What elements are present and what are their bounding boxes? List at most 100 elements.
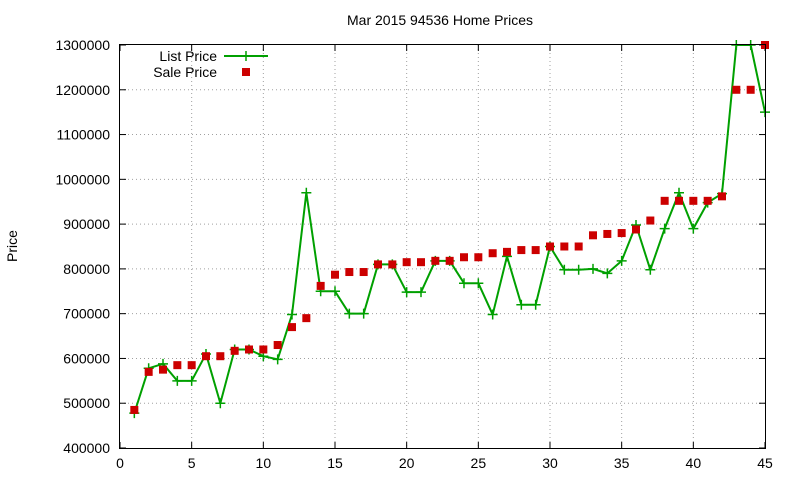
list-price-point xyxy=(516,299,527,310)
list-price-point xyxy=(358,308,369,319)
sale-price-point xyxy=(531,246,540,255)
list-price-point xyxy=(272,354,283,365)
x-tick-label: 40 xyxy=(686,455,702,471)
list-price-point xyxy=(473,278,484,289)
sale-price-point xyxy=(288,323,296,332)
list-price-point xyxy=(659,223,670,234)
list-price-point xyxy=(602,268,613,279)
sale-price-point xyxy=(388,260,397,269)
list-price-point xyxy=(330,286,340,297)
list-price-point xyxy=(172,375,183,386)
list-price-point xyxy=(401,287,412,298)
sale-price-point xyxy=(632,225,640,234)
sale-price-point xyxy=(718,192,726,201)
series-layer xyxy=(129,40,770,419)
sale-price-point xyxy=(173,361,182,370)
x-tick-label: 10 xyxy=(256,455,272,471)
y-tick-label: 700000 xyxy=(63,306,110,322)
list-price-point xyxy=(674,187,684,198)
x-tick-label: 0 xyxy=(116,455,124,471)
sale-price-point xyxy=(202,352,210,361)
sale-price-point xyxy=(302,314,311,323)
sale-price-point xyxy=(460,253,468,262)
list-price-point xyxy=(588,263,598,274)
y-axis-label: Price xyxy=(4,230,20,262)
list-price-point xyxy=(487,309,498,320)
sale-price-point xyxy=(431,256,440,265)
sale-price-point xyxy=(488,249,497,258)
list-price-point xyxy=(344,308,355,319)
sale-price-point xyxy=(345,268,354,277)
sale-price-point xyxy=(503,247,511,256)
tick-layer: 0 5 10 15 20 25 30 35 40 45 400000 500000 600000 7000… xyxy=(55,37,773,471)
x-tick-label: 30 xyxy=(542,455,558,471)
sale-price-point xyxy=(130,405,139,414)
chart-title: Mar 2015 94536 Home Prices xyxy=(347,12,533,28)
y-tick-label: 800000 xyxy=(63,261,110,277)
sale-price-point xyxy=(560,242,569,251)
list-price-point xyxy=(301,187,312,198)
list-price-point xyxy=(459,278,469,289)
list-price-point xyxy=(616,255,627,266)
sale-price-point xyxy=(517,246,526,255)
sale-price-point xyxy=(359,268,368,277)
sale-price-point xyxy=(703,196,712,205)
list-price-point xyxy=(530,299,541,310)
x-tick-label: 35 xyxy=(614,455,630,471)
sale-price-point xyxy=(660,196,669,205)
sale-price-point xyxy=(746,85,755,94)
legend-marker-list-price xyxy=(241,51,251,61)
sale-price-point xyxy=(589,231,597,240)
y-tick-label: 1000000 xyxy=(55,171,110,187)
sale-price-point xyxy=(216,352,225,361)
list-price-point xyxy=(215,398,226,409)
y-tick-label: 1100000 xyxy=(57,127,111,143)
sale-price-point xyxy=(159,365,167,374)
list-price-line xyxy=(133,44,766,414)
sale-price-point xyxy=(245,345,253,354)
sale-price-point xyxy=(445,256,454,265)
sale-price-point xyxy=(273,341,282,350)
sale-price-point xyxy=(417,258,425,267)
sale-price-point xyxy=(646,216,655,225)
x-tick-label: 5 xyxy=(188,455,196,471)
x-tick-label: 20 xyxy=(399,455,415,471)
sale-price-point xyxy=(546,242,554,251)
sale-price-point xyxy=(689,196,698,205)
sale-price-point xyxy=(374,260,382,269)
legend-marker-sale-price xyxy=(242,68,250,76)
legend-label-sale-price: Sale Price xyxy=(153,64,217,80)
list-price-point xyxy=(688,223,699,234)
legend-label-list-price: List Price xyxy=(159,48,217,64)
list-price-point xyxy=(416,287,426,298)
sale-price-point xyxy=(187,361,196,370)
sale-price-point xyxy=(675,196,683,205)
sale-price-point xyxy=(732,85,741,94)
y-tick-label: 1300000 xyxy=(55,37,110,53)
x-tick-label: 45 xyxy=(757,455,773,471)
list-price-point xyxy=(645,264,656,275)
sale-price-point xyxy=(574,242,583,251)
legend: List Price Sale Price xyxy=(153,48,268,80)
list-price-point xyxy=(573,264,584,275)
sale-price-point xyxy=(331,270,339,279)
sale-price-point xyxy=(316,281,325,290)
sale-price-point xyxy=(402,258,411,267)
list-price-point xyxy=(186,375,197,386)
sale-price-point xyxy=(144,367,153,376)
x-tick-label: 15 xyxy=(327,455,343,471)
y-tick-label: 900000 xyxy=(63,216,110,232)
list-price-point xyxy=(287,309,297,320)
sale-price-point xyxy=(603,229,612,238)
x-tick-label: 25 xyxy=(471,455,487,471)
sale-price-point xyxy=(259,345,268,354)
y-tick-label: 1200000 xyxy=(55,82,110,98)
sale-price-point xyxy=(230,346,239,355)
y-tick-label: 500000 xyxy=(63,395,110,411)
sale-price-point xyxy=(617,229,626,238)
sale-price-point xyxy=(474,253,483,262)
y-tick-label: 600000 xyxy=(63,350,110,366)
list-price-point xyxy=(559,264,570,275)
plot-frame xyxy=(119,44,766,449)
